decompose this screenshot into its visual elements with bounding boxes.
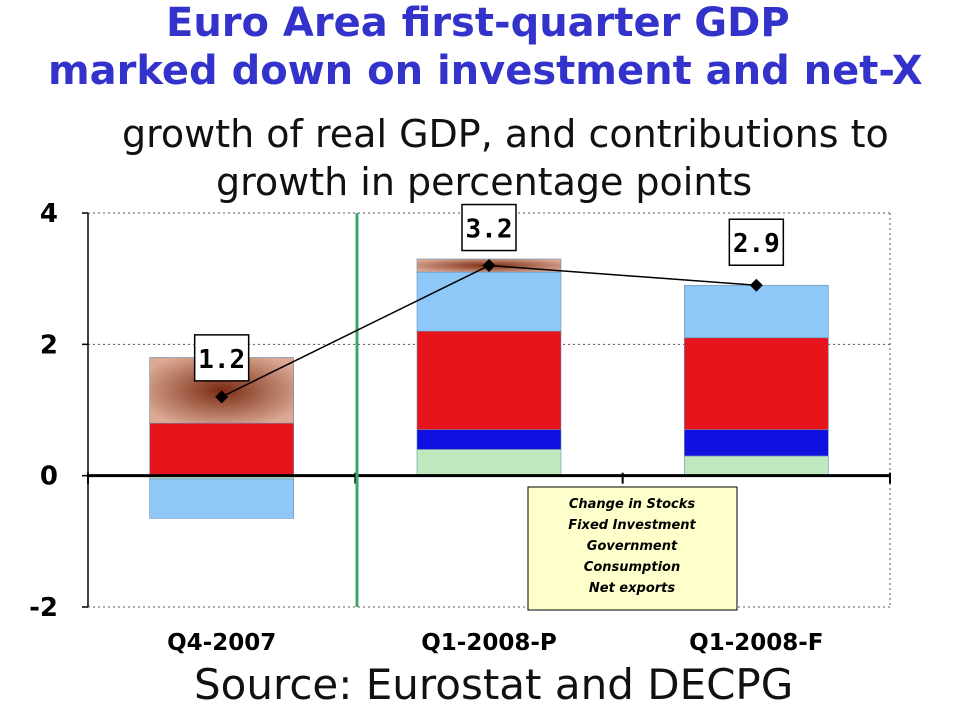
gdp-marker (749, 278, 763, 292)
bar-net-exports (416, 449, 562, 476)
chart-legend: Change in Stocks Fixed Investment Governme… (527, 486, 738, 611)
legend-entry: Fixed Investment (568, 518, 696, 533)
bar-government (684, 337, 829, 430)
source-note: Source: Eurostat and DECPG (194, 660, 794, 709)
gdp-data-label: 2.9 (733, 229, 780, 259)
gdp-data-label: 1.2 (198, 345, 245, 375)
bar-government (149, 422, 294, 476)
chart-subtitle-line-2: growth in percentage points (216, 160, 753, 204)
gdp-data-label: 3.2 (466, 215, 513, 245)
chart-title-line-1: Euro Area first-quarter GDP (166, 0, 790, 46)
gdp-marker (482, 259, 496, 273)
y-tick-label: 4 (40, 199, 58, 229)
data-label-box (461, 203, 517, 252)
chart-subtitle-line-1: growth of real GDP, and contributions to (122, 112, 889, 156)
x-category-label: Q4-2007 (167, 630, 276, 656)
legend-entry: Net exports (589, 581, 676, 596)
bar-fixed-investment (416, 271, 562, 332)
x-category-label: Q1-2008-F (689, 630, 823, 656)
chart-title-line-2: marked down on investment and net-X (48, 48, 923, 94)
bar-consumption (684, 429, 829, 457)
legend-entry: Change in Stocks (569, 497, 696, 512)
y-tick-label: 0 (40, 462, 58, 492)
bar-consumption (416, 429, 562, 450)
bar-fixed-investment (684, 284, 829, 339)
bar-net-exports (684, 455, 829, 476)
gdp-marker (215, 390, 229, 404)
data-label-box (193, 334, 250, 382)
y-tick-label: -2 (29, 593, 58, 623)
y-tick-label: 2 (40, 330, 58, 360)
bar-fixed-investment (149, 478, 294, 519)
data-label-box (728, 218, 785, 266)
x-category-label: Q1-2008-P (421, 630, 557, 656)
legend-entry: Government (587, 539, 678, 554)
bar-government (416, 330, 562, 431)
legend-entry: Consumption (584, 560, 680, 575)
